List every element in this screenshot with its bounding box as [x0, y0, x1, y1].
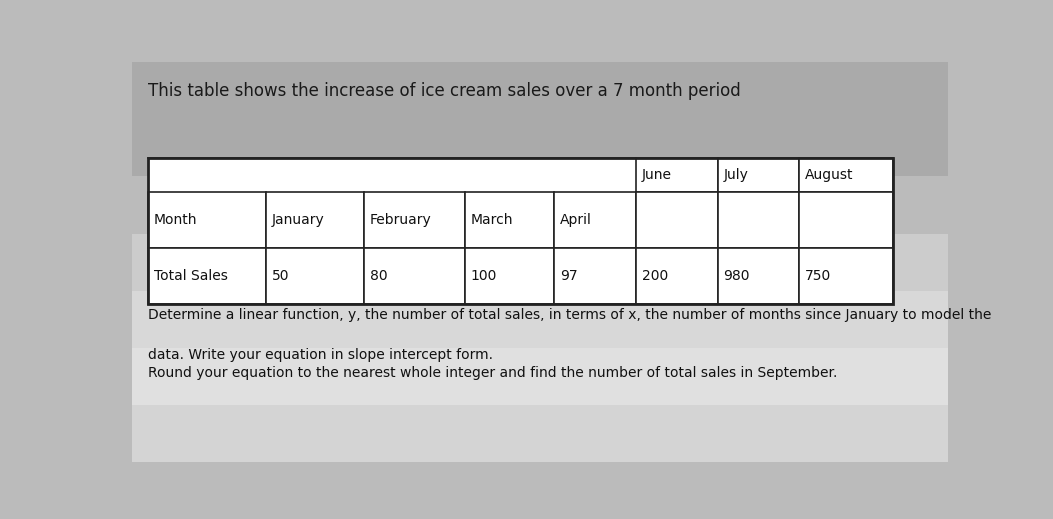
Text: June: June — [641, 168, 672, 182]
Bar — [717, 158, 799, 192]
Bar — [636, 248, 717, 304]
Text: July: July — [723, 168, 748, 182]
Bar — [147, 192, 266, 248]
Text: 980: 980 — [723, 269, 750, 283]
Bar — [147, 158, 893, 304]
Bar — [132, 234, 948, 291]
Bar — [554, 192, 636, 248]
Text: data. Write your equation in slope intercept form.: data. Write your equation in slope inter… — [147, 348, 493, 362]
Bar — [364, 192, 464, 248]
Text: 200: 200 — [641, 269, 668, 283]
Text: 80: 80 — [370, 269, 388, 283]
Bar — [464, 192, 554, 248]
Text: January: January — [272, 213, 324, 227]
Bar — [799, 192, 893, 248]
Text: August: August — [804, 168, 853, 182]
Text: This table shows the increase of ice cream sales over a 7 month period: This table shows the increase of ice cre… — [147, 83, 740, 100]
Bar — [266, 192, 364, 248]
Bar — [464, 248, 554, 304]
Bar — [799, 248, 893, 304]
Text: Month: Month — [154, 213, 197, 227]
Bar — [132, 176, 948, 234]
Text: 100: 100 — [471, 269, 497, 283]
Text: 97: 97 — [560, 269, 578, 283]
Bar — [799, 158, 893, 192]
Text: 750: 750 — [804, 269, 831, 283]
Bar — [554, 248, 636, 304]
Text: April: April — [560, 213, 592, 227]
Bar — [364, 248, 464, 304]
Bar — [636, 158, 717, 192]
Bar — [266, 248, 364, 304]
Text: March: March — [471, 213, 513, 227]
Bar — [132, 291, 948, 348]
Text: Total Sales: Total Sales — [154, 269, 227, 283]
Bar — [132, 119, 948, 176]
Bar — [147, 158, 893, 304]
Text: 50: 50 — [272, 269, 290, 283]
Bar — [636, 192, 717, 248]
Bar — [717, 248, 799, 304]
Bar — [717, 192, 799, 248]
Text: Determine a linear function, y, the number of total sales, in terms of x, the nu: Determine a linear function, y, the numb… — [147, 308, 991, 322]
Bar — [132, 62, 948, 119]
Bar — [132, 405, 948, 462]
Text: February: February — [370, 213, 432, 227]
Bar — [132, 348, 948, 405]
Text: Round your equation to the nearest whole integer and find the number of total sa: Round your equation to the nearest whole… — [147, 366, 837, 380]
Bar — [147, 248, 266, 304]
